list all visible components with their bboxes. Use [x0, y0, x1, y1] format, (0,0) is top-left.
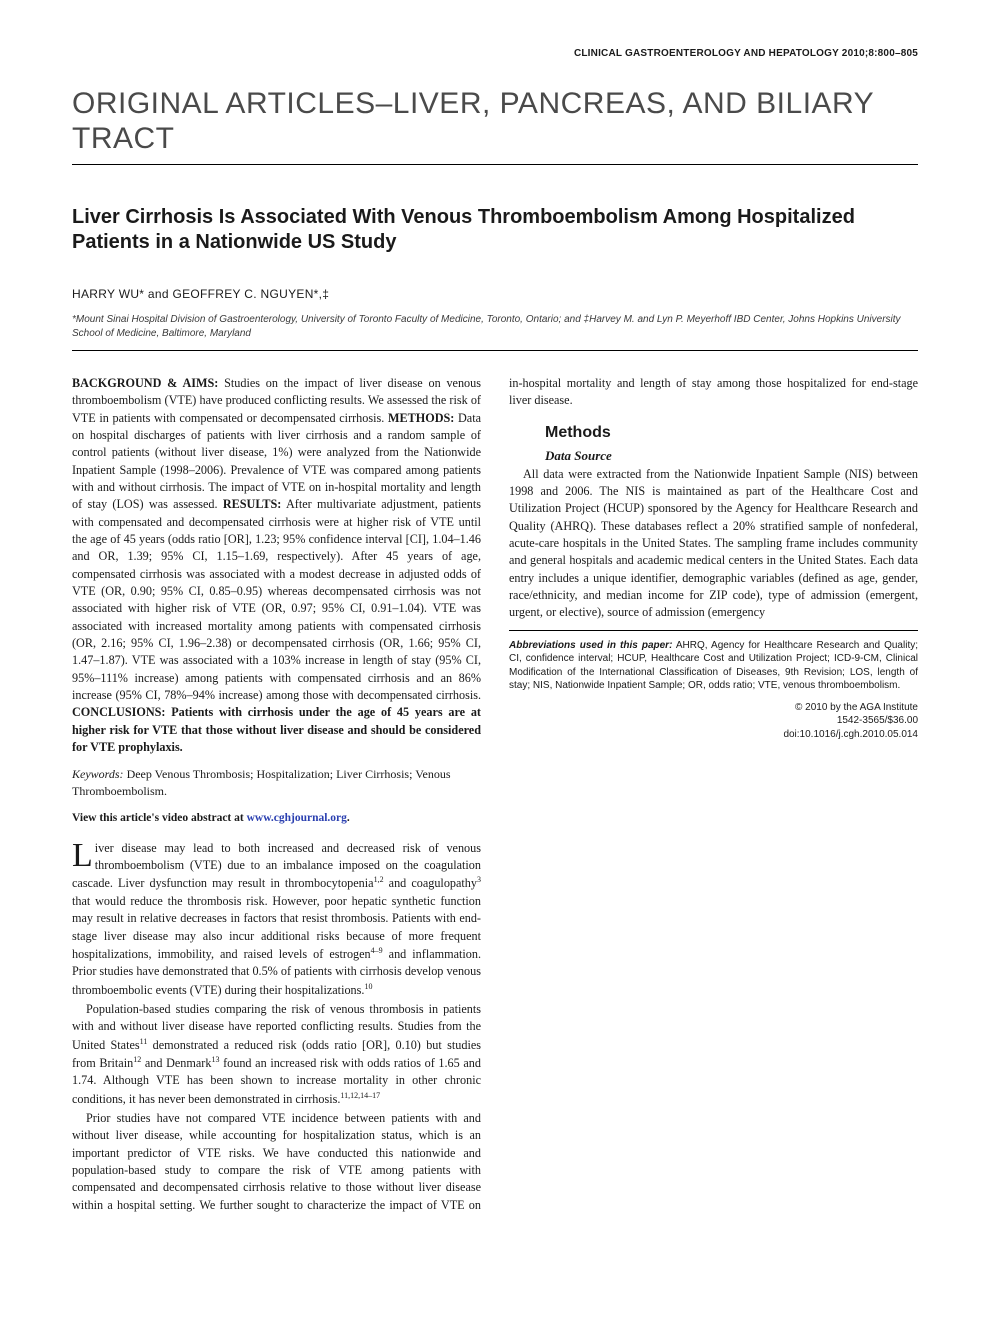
abstract-results-text: After multivariate adjustment, patients …	[72, 497, 481, 702]
copyright-line-3: doi:10.1016/j.cgh.2010.05.014	[509, 728, 918, 742]
p2-c: and Denmark	[141, 1056, 211, 1070]
keywords-label: Keywords:	[72, 767, 124, 781]
copyright-block: © 2010 by the AGA Institute 1542-3565/$3…	[509, 701, 918, 742]
body-paragraph-2: Population-based studies comparing the r…	[72, 1001, 481, 1108]
abbreviations-box: Abbreviations used in this paper: AHRQ, …	[509, 630, 918, 693]
ref-sup-11-17: 11,12,14–17	[340, 1091, 380, 1100]
ref-sup-10: 10	[364, 982, 372, 991]
ref-sup-1-2: 1,2	[374, 875, 384, 884]
body-paragraph-4: All data were extracted from the Nationw…	[509, 466, 918, 622]
abstract-methods-label: METHODS:	[388, 411, 454, 425]
article-title: Liver Cirrhosis Is Associated With Venou…	[72, 205, 918, 255]
video-note-prefix: View this article's video abstract at	[72, 812, 247, 824]
abstract-background-label: BACKGROUND & AIMS:	[72, 376, 218, 390]
keywords: Keywords: Deep Venous Thrombosis; Hospit…	[72, 766, 481, 800]
abbrev-label: Abbreviations used in this paper:	[509, 640, 672, 651]
keywords-text: Deep Venous Thrombosis; Hospitalization;…	[72, 767, 451, 798]
ref-sup-12: 12	[133, 1055, 141, 1064]
copyright-line-2: 1542-3565/$36.00	[509, 714, 918, 728]
two-column-body: BACKGROUND & AIMS: Studies on the impact…	[72, 375, 918, 1225]
intro-paragraph: Liver disease may lead to both increased…	[72, 840, 481, 999]
affiliations: *Mount Sinai Hospital Division of Gastro…	[72, 313, 918, 351]
data-source-heading: Data Source	[545, 448, 918, 464]
section-heading: ORIGINAL ARTICLES–LIVER, PANCREAS, AND B…	[72, 87, 918, 165]
methods-heading: Methods	[545, 424, 918, 442]
abstract: BACKGROUND & AIMS: Studies on the impact…	[72, 375, 481, 756]
video-note-suffix: .	[347, 812, 350, 824]
copyright-line-1: © 2010 by the AGA Institute	[509, 701, 918, 715]
abstract-results-label: RESULTS:	[223, 497, 282, 511]
video-abstract-link[interactable]: www.cghjournal.org	[247, 812, 347, 824]
ref-sup-3: 3	[477, 875, 481, 884]
intro-p1-b: and coagulopathy	[384, 877, 477, 891]
author-line: HARRY WU* and GEOFFREY C. NGUYEN*,‡	[72, 287, 918, 301]
abstract-conclusions-label: CONCLUSIONS:	[72, 705, 165, 719]
ref-sup-4-9: 4–9	[371, 946, 383, 955]
dropcap: L	[72, 840, 95, 871]
running-head: CLINICAL GASTROENTEROLOGY AND HEPATOLOGY…	[72, 48, 918, 59]
video-abstract-note: View this article's video abstract at ww…	[72, 812, 481, 824]
